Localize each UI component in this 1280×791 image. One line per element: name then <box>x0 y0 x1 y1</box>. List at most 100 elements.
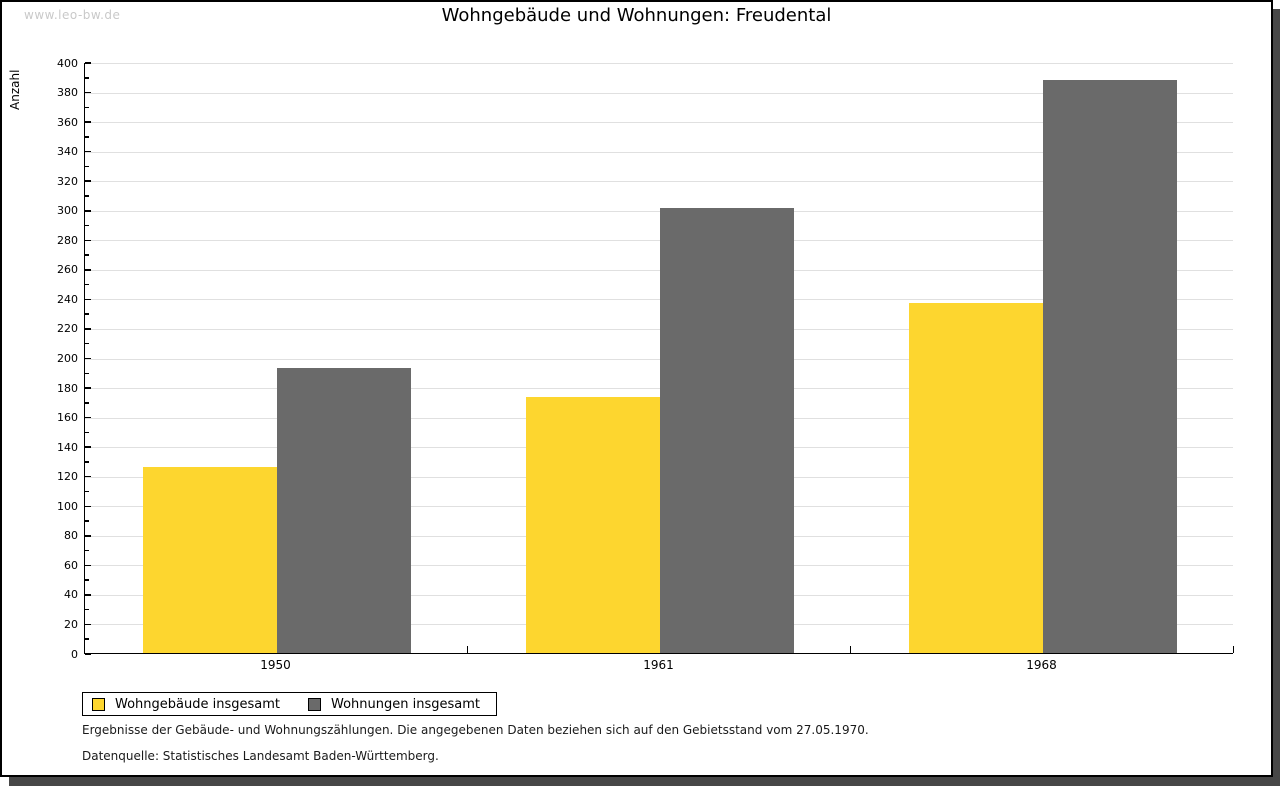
y-major-tick <box>85 475 91 478</box>
x-tick-label: 1950 <box>260 658 291 672</box>
y-minor-tick <box>85 461 89 463</box>
gridline <box>85 269 1233 271</box>
y-minor-tick <box>85 313 89 315</box>
y-major-tick <box>85 91 91 94</box>
y-minor-tick <box>85 77 89 79</box>
bar-wohngeb-ude-insgesamt-1968 <box>908 302 1043 653</box>
y-minor-tick <box>85 106 89 109</box>
y-major-tick <box>85 535 91 537</box>
gridline <box>85 328 1233 330</box>
y-tick-label: 60 <box>64 558 78 572</box>
gridline <box>85 358 1233 360</box>
y-tick-label: 140 <box>57 440 78 454</box>
gridline <box>85 63 1233 64</box>
y-tick-label: 280 <box>57 233 78 247</box>
y-major-tick <box>85 564 91 567</box>
y-tick-label: 320 <box>57 174 78 188</box>
y-axis-title: Anzahl <box>8 69 22 110</box>
y-minor-tick <box>85 490 89 493</box>
y-major-tick <box>85 150 91 153</box>
legend-label: Wohnungen insgesamt <box>331 696 480 712</box>
y-tick-label: 180 <box>57 381 78 395</box>
y-minor-tick <box>85 520 89 522</box>
y-major-tick <box>85 210 91 212</box>
y-tick-label: 340 <box>57 145 78 159</box>
y-major-tick <box>85 416 91 419</box>
footer-note: Ergebnisse der Gebäude- und Wohnungszähl… <box>82 723 869 737</box>
y-minor-tick <box>85 579 89 581</box>
legend-label: Wohngebäude insgesamt <box>115 696 280 712</box>
legend-swatch <box>92 697 105 711</box>
y-minor-tick <box>85 195 89 197</box>
y-minor-tick <box>85 372 89 375</box>
x-axis-tick <box>466 646 468 653</box>
y-tick-label: 360 <box>57 115 78 129</box>
y-minor-tick <box>85 638 89 640</box>
bar-wohnungen-insgesamt-1968 <box>1042 79 1177 653</box>
gridline <box>85 240 1233 242</box>
gridline <box>85 92 1233 94</box>
y-tick-label: 80 <box>64 529 78 543</box>
gridline <box>85 181 1233 183</box>
watermark: www.leo-bw.de <box>24 8 121 22</box>
y-minor-tick <box>85 431 89 434</box>
x-axis-tick <box>1232 646 1234 653</box>
legend-item: Wohnungen insgesamt <box>308 697 480 712</box>
bar-wohnungen-insgesamt-1961 <box>659 208 794 653</box>
x-axis-tick <box>849 646 851 653</box>
y-major-tick <box>85 357 91 360</box>
y-tick-label: 160 <box>57 411 78 425</box>
y-tick-label: 260 <box>57 263 78 277</box>
gridline <box>85 388 1233 390</box>
y-tick-label: 0 <box>71 647 78 661</box>
gridline <box>85 299 1233 301</box>
y-tick-label: 400 <box>57 56 78 70</box>
y-minor-tick <box>85 165 89 168</box>
y-minor-tick <box>85 283 89 286</box>
y-tick-label: 40 <box>64 588 78 602</box>
y-minor-tick <box>85 224 89 227</box>
y-tick-label: 120 <box>57 470 78 484</box>
y-minor-tick <box>85 136 89 138</box>
chart-frame: www.leo-bw.de Wohngebäude und Wohnungen:… <box>0 0 1273 777</box>
legend-swatch <box>308 697 321 711</box>
y-major-tick <box>85 269 91 271</box>
x-tick-label: 1961 <box>643 658 674 672</box>
gridline <box>85 151 1233 153</box>
y-minor-tick <box>85 549 89 552</box>
y-tick-label: 200 <box>57 352 78 365</box>
y-tick-label: 100 <box>57 499 78 513</box>
plot-area <box>84 62 1234 655</box>
y-major-tick <box>85 653 91 655</box>
y-minor-tick <box>85 254 89 256</box>
y-major-tick <box>85 594 91 596</box>
legend: Wohngebäude insgesamt Wohnungen insgesamt <box>82 692 497 716</box>
y-major-tick <box>85 180 91 182</box>
y-major-tick <box>85 121 91 123</box>
y-major-tick <box>85 239 91 242</box>
y-tick-label: 300 <box>57 204 78 218</box>
y-tick-label: 20 <box>64 617 78 631</box>
y-tick-label: 380 <box>57 86 78 100</box>
bar-wohngeb-ude-insgesamt-1950 <box>142 466 277 653</box>
y-major-tick <box>85 623 91 626</box>
x-tick-label: 1968 <box>1026 658 1057 672</box>
y-tick-label: 240 <box>57 292 78 306</box>
footer-source: Datenquelle: Statistisches Landesamt Bad… <box>82 749 439 763</box>
bar-wohngeb-ude-insgesamt-1961 <box>525 397 660 653</box>
y-major-tick <box>85 446 91 448</box>
y-minor-tick <box>85 342 89 345</box>
gridline <box>85 122 1233 124</box>
y-major-tick <box>85 298 91 301</box>
y-major-tick <box>85 505 91 507</box>
y-minor-tick <box>85 402 89 404</box>
y-major-tick <box>85 387 91 389</box>
gridline <box>85 210 1233 212</box>
y-major-tick <box>85 328 91 330</box>
bar-wohnungen-insgesamt-1950 <box>276 367 411 653</box>
legend-item: Wohngebäude insgesamt <box>92 697 280 712</box>
chart-title: Wohngebäude und Wohnungen: Freudental <box>441 5 832 26</box>
y-tick-label: 220 <box>57 322 78 336</box>
y-major-tick <box>85 62 91 64</box>
y-minor-tick <box>85 608 89 611</box>
